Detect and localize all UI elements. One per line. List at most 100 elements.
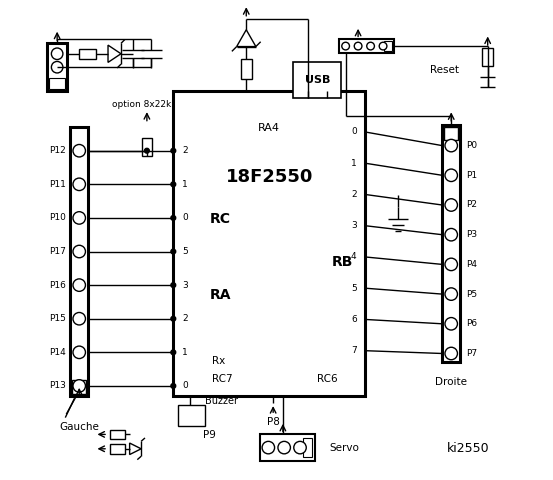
Text: P16: P16 — [49, 281, 66, 289]
Text: 0: 0 — [182, 382, 187, 390]
Circle shape — [73, 212, 86, 224]
Text: USB: USB — [305, 75, 330, 85]
Text: P17: P17 — [49, 247, 66, 256]
Text: P9: P9 — [203, 430, 216, 440]
Circle shape — [73, 144, 86, 157]
Text: 1: 1 — [182, 348, 187, 357]
Circle shape — [171, 384, 176, 388]
Text: P14: P14 — [50, 348, 66, 357]
Bar — [173, 91, 366, 396]
Bar — [178, 405, 205, 426]
Circle shape — [262, 442, 275, 454]
Text: 2: 2 — [182, 146, 187, 155]
Text: 2: 2 — [351, 190, 357, 199]
Circle shape — [278, 442, 290, 454]
Text: 1: 1 — [351, 159, 357, 168]
Bar — [304, 438, 312, 457]
Circle shape — [354, 42, 362, 50]
Text: Rx: Rx — [212, 356, 225, 366]
Text: Reset: Reset — [430, 65, 459, 74]
Bar — [70, 127, 88, 396]
Circle shape — [171, 249, 176, 254]
Text: 3: 3 — [182, 281, 187, 289]
Text: P1: P1 — [466, 171, 477, 180]
Text: Servo: Servo — [329, 443, 359, 453]
Circle shape — [144, 148, 149, 153]
Text: 0: 0 — [182, 214, 187, 222]
Text: 0: 0 — [351, 128, 357, 136]
Text: P3: P3 — [466, 230, 477, 239]
Text: 18F2550: 18F2550 — [226, 168, 313, 186]
Text: option 8x22k: option 8x22k — [112, 100, 171, 109]
Bar — [260, 434, 315, 461]
Text: Droite: Droite — [435, 377, 467, 386]
Text: P11: P11 — [49, 180, 66, 189]
Text: RB: RB — [332, 255, 353, 269]
Circle shape — [51, 48, 63, 60]
Text: RA: RA — [209, 288, 231, 302]
Circle shape — [342, 42, 349, 50]
Text: 6: 6 — [351, 315, 357, 324]
Text: P13: P13 — [49, 382, 66, 390]
Text: P15: P15 — [49, 314, 66, 323]
Circle shape — [445, 169, 457, 181]
Text: P5: P5 — [466, 289, 477, 299]
Text: P4: P4 — [466, 260, 477, 269]
Circle shape — [294, 442, 306, 454]
Text: RC: RC — [209, 212, 230, 226]
Circle shape — [171, 316, 176, 321]
Text: P6: P6 — [466, 319, 477, 328]
Circle shape — [51, 61, 63, 73]
Circle shape — [73, 380, 86, 392]
Bar — [79, 49, 96, 59]
Text: P2: P2 — [466, 201, 477, 209]
Circle shape — [367, 42, 374, 50]
Bar — [482, 48, 493, 66]
Bar — [142, 138, 152, 156]
Circle shape — [73, 312, 86, 325]
Text: 1: 1 — [182, 180, 187, 189]
Text: P0: P0 — [466, 141, 477, 150]
Circle shape — [445, 347, 457, 360]
Text: RA4: RA4 — [258, 123, 280, 133]
Text: P10: P10 — [49, 214, 66, 222]
Bar — [241, 59, 252, 79]
Text: 4: 4 — [351, 252, 357, 262]
Text: 5: 5 — [182, 247, 187, 256]
Circle shape — [445, 199, 457, 211]
Text: P8: P8 — [267, 418, 280, 427]
Text: RC7: RC7 — [212, 374, 232, 384]
Text: P7: P7 — [466, 349, 477, 358]
Circle shape — [73, 178, 86, 191]
Circle shape — [171, 350, 176, 355]
Circle shape — [379, 42, 387, 50]
Text: 7: 7 — [351, 346, 357, 355]
Bar — [444, 127, 458, 140]
Circle shape — [445, 258, 457, 271]
Circle shape — [171, 283, 176, 288]
Bar — [49, 78, 65, 89]
Circle shape — [73, 346, 86, 359]
Bar — [293, 62, 341, 98]
Bar — [442, 125, 460, 362]
Bar — [47, 43, 67, 91]
Bar — [339, 39, 394, 53]
Circle shape — [445, 318, 457, 330]
Bar — [111, 444, 125, 454]
Bar — [384, 41, 392, 51]
Circle shape — [445, 228, 457, 241]
Text: 3: 3 — [351, 221, 357, 230]
Circle shape — [73, 245, 86, 258]
Text: 5: 5 — [351, 284, 357, 293]
Bar — [111, 430, 125, 439]
Circle shape — [171, 148, 176, 153]
Circle shape — [445, 288, 457, 300]
Circle shape — [171, 182, 176, 187]
Circle shape — [73, 279, 86, 291]
Text: ki2550: ki2550 — [447, 442, 490, 456]
Circle shape — [171, 216, 176, 220]
Text: Gauche: Gauche — [59, 422, 99, 432]
Text: 2: 2 — [182, 314, 187, 323]
Circle shape — [445, 139, 457, 152]
Text: RC6: RC6 — [317, 374, 338, 384]
